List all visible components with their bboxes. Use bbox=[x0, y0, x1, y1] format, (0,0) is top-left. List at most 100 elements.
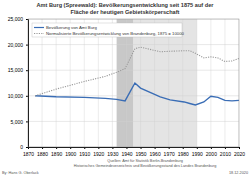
tick-label: 1880 bbox=[37, 151, 48, 157]
tick-label: 5,000 bbox=[10, 119, 23, 125]
y-tick: 5,000 bbox=[10, 119, 28, 125]
tick-mark bbox=[26, 19, 28, 20]
grid-line bbox=[224, 19, 225, 147]
y-axis: 0 5,000 10,000 15,000 20,000 25,000 bbox=[8, 16, 29, 150]
tick-label: 1990 bbox=[192, 151, 203, 157]
legend: Bevölkerung von Amt BurgNormalisierte Be… bbox=[32, 23, 185, 37]
tick-mark bbox=[26, 70, 28, 71]
x-tick: 2020 bbox=[234, 147, 245, 157]
grid-line bbox=[28, 95, 239, 96]
y-tick: 15,000 bbox=[8, 67, 28, 73]
tick-mark bbox=[225, 147, 226, 149]
x-tick: 2010 bbox=[220, 147, 231, 157]
x-tick: 1870 bbox=[23, 147, 34, 157]
tick-mark bbox=[126, 147, 127, 149]
grid-line bbox=[28, 121, 239, 122]
tick-label: 15,000 bbox=[8, 67, 24, 73]
tick-mark bbox=[56, 147, 57, 149]
x-tick: 1960 bbox=[150, 147, 161, 157]
x-tick: 1890 bbox=[51, 147, 62, 157]
legend-swatch bbox=[34, 33, 44, 34]
tick-mark bbox=[155, 147, 156, 149]
tick-label: 2020 bbox=[234, 151, 245, 157]
grid-line bbox=[168, 19, 169, 147]
x-tick: 1930 bbox=[107, 147, 118, 157]
tick-mark bbox=[26, 147, 28, 148]
x-tick: 1940 bbox=[121, 147, 132, 157]
y-tick: 25,000 bbox=[8, 16, 28, 22]
tick-mark bbox=[169, 147, 170, 149]
legend-label: Bevölkerung von Amt Burg bbox=[46, 25, 97, 30]
tick-label: 1930 bbox=[107, 151, 118, 157]
marks bbox=[28, 19, 239, 147]
tick-label: 1910 bbox=[79, 151, 90, 157]
x-axis: 187018801890190019101920193019401950 1960… bbox=[23, 147, 245, 157]
period-band bbox=[134, 19, 197, 147]
tick-mark bbox=[26, 121, 28, 122]
grid-line bbox=[210, 19, 211, 147]
tick-label: 10,000 bbox=[8, 93, 24, 99]
tick-mark bbox=[112, 147, 113, 149]
x-tick: 1980 bbox=[178, 147, 189, 157]
x-tick: 1970 bbox=[164, 147, 175, 157]
grid-line bbox=[28, 70, 239, 71]
title: Amt Burg (Spreewald): Bevölkerungsentwic… bbox=[37, 2, 215, 8]
author: By: Hans G. Oberlack bbox=[2, 171, 39, 175]
x-tick: 1990 bbox=[192, 147, 203, 157]
tick-label: 1940 bbox=[121, 151, 132, 157]
grid-line bbox=[42, 19, 43, 147]
grid-line bbox=[140, 19, 141, 147]
grid-line bbox=[112, 19, 113, 147]
legend-swatch bbox=[34, 27, 44, 28]
grid-line bbox=[126, 19, 127, 147]
x-tick: 1910 bbox=[79, 147, 90, 157]
grid-line bbox=[56, 19, 57, 147]
tick-label: 1970 bbox=[164, 151, 175, 157]
tick-label: 25,000 bbox=[8, 16, 24, 22]
tick-mark bbox=[141, 147, 142, 149]
y-tick: 20,000 bbox=[8, 42, 28, 48]
tick-mark bbox=[239, 147, 240, 149]
grid-line bbox=[28, 44, 239, 45]
tick-mark bbox=[211, 147, 212, 149]
grid-line bbox=[196, 19, 197, 147]
tick-label: 2010 bbox=[220, 151, 231, 157]
grid-line bbox=[84, 19, 85, 147]
tick-label: 0 bbox=[20, 144, 23, 150]
source-text: Historisches Gemeindeverzeichnis und Bev… bbox=[74, 164, 217, 168]
legend-label: Normalisierte Bevölkerungsentwicklung vo… bbox=[46, 31, 185, 36]
source-text: Quellen: Amt für Statistik Berlin-Brande… bbox=[107, 159, 183, 163]
tick-mark bbox=[183, 147, 184, 149]
tick-label: 1960 bbox=[150, 151, 161, 157]
x-tick: 1950 bbox=[135, 147, 146, 157]
tick-mark bbox=[26, 45, 28, 46]
tick-mark bbox=[84, 147, 85, 149]
tick-label: 20,000 bbox=[8, 42, 24, 48]
tick-label: 2000 bbox=[206, 151, 217, 157]
tick-label: 1900 bbox=[65, 151, 76, 157]
plot-frame bbox=[28, 19, 239, 147]
grid-line bbox=[154, 19, 155, 147]
tick-mark bbox=[26, 96, 28, 97]
tick-label: 1920 bbox=[93, 151, 104, 157]
date: 18.12.2020 bbox=[229, 171, 248, 175]
tick-mark bbox=[197, 147, 198, 149]
y-tick: 10,000 bbox=[8, 93, 28, 99]
plot: 187018801890190019101920193019401950 1960… bbox=[8, 16, 246, 156]
grid-line bbox=[98, 19, 99, 147]
x-tick: 1900 bbox=[65, 147, 76, 157]
subtitle: Fläche der heutigen Gebietskörperschaft bbox=[71, 9, 180, 15]
tick-label: 1980 bbox=[178, 151, 189, 157]
tick-label: 1950 bbox=[135, 151, 146, 157]
tick-label: 1890 bbox=[51, 151, 62, 157]
period-band bbox=[117, 19, 134, 147]
y-tick: 0 bbox=[20, 144, 28, 150]
series-line bbox=[35, 47, 239, 96]
grid-line bbox=[182, 19, 183, 147]
tick-mark bbox=[70, 147, 71, 149]
x-tick: 2000 bbox=[206, 147, 217, 157]
axis-line bbox=[29, 148, 240, 150]
chart: Amt Burg (Spreewald): Bevölkerungsentwic… bbox=[0, 0, 250, 177]
tick-label: 1870 bbox=[23, 151, 34, 157]
x-tick: 1880 bbox=[37, 147, 48, 157]
